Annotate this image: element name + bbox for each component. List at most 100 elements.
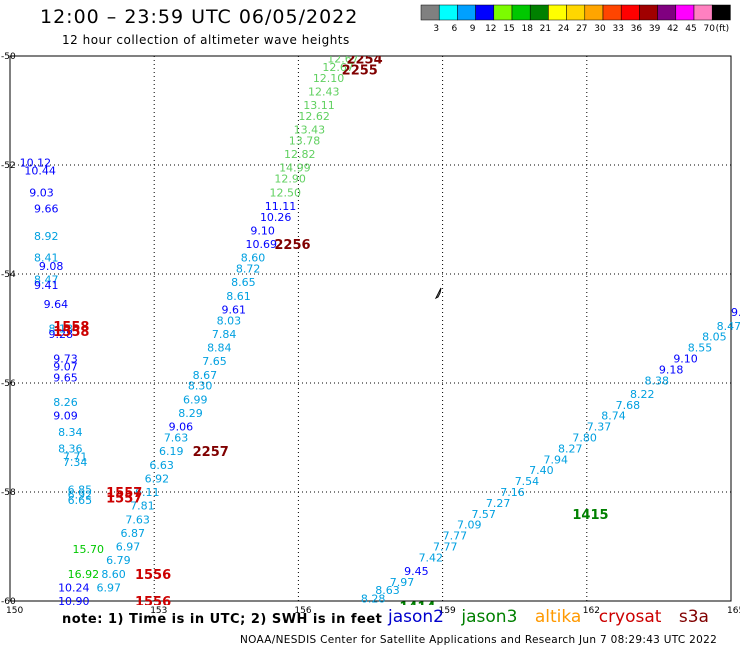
wave-height-value: 12.62 (298, 110, 330, 123)
y-tick-label: -56 (1, 379, 16, 389)
wave-height-value: 7.63 (164, 432, 189, 445)
wave-height-value: 9.10 (250, 224, 274, 237)
wave-height-value: 12.43 (308, 85, 340, 98)
mission-s3a: s3a (678, 607, 709, 627)
wave-height-value: 8.03 (217, 314, 242, 327)
legend-swatch (675, 4, 695, 21)
pass-time-label: 1558 (53, 325, 89, 340)
legend-swatch (711, 4, 731, 21)
wave-height-value: 8.92 (34, 230, 59, 243)
mission-legend: jason2 jason3 altika cryosat s3a (388, 607, 721, 627)
pass-time-label: 1557 (106, 491, 142, 506)
wave-height-value: 9.03 (29, 186, 54, 199)
legend-bin-label: 9 (470, 24, 476, 34)
wave-height-value: 8.41 (34, 252, 59, 265)
wave-height-value: 8.22 (630, 388, 655, 401)
wave-height-value: 6.65 (68, 494, 93, 507)
legend-swatch (438, 4, 458, 21)
x-tick-label: 165 (727, 606, 740, 616)
wave-height-value: 8.67 (193, 369, 218, 382)
wave-height-value: 12.67 (322, 61, 354, 74)
legend-bin-label: 33 (612, 24, 623, 34)
legend-swatch (493, 4, 513, 21)
legend-bin-label: 6 (452, 24, 458, 34)
wave-height-value: 7.77 (433, 541, 458, 554)
wave-height-value: 8.55 (688, 342, 713, 355)
legend-swatch (566, 4, 586, 21)
wave-height-value: 7.94 (544, 453, 569, 466)
wave-height-value: 6.87 (121, 527, 146, 540)
wave-height-value: 8.28 (361, 592, 386, 605)
wave-height-value: 8.61 (226, 290, 251, 303)
wave-height-value: 9.18 (659, 363, 684, 376)
pass-time-label: 1415 (572, 508, 608, 523)
wave-height-value: 15.70 (72, 543, 104, 556)
wave-height-value: 9.26 (731, 306, 740, 319)
legend-bin-label: 30 (594, 24, 606, 34)
y-tick-label: -54 (1, 270, 16, 280)
y-tick-label: -52 (1, 161, 16, 171)
wave-height-value: 8.36 (58, 442, 83, 455)
x-tick-label: 150 (6, 606, 23, 616)
wave-height-value: 6.92 (68, 489, 93, 502)
wave-height-value: 12.90 (274, 173, 306, 186)
legend-swatch (620, 4, 640, 21)
wave-height-value: 7.63 (125, 513, 150, 526)
wave-height-value: 9.07 (53, 361, 77, 374)
legend-swatch (420, 4, 440, 21)
page-title: 12:00 – 23:59 UTC 06/05/2022 (40, 6, 359, 28)
wave-height-value: 9.73 (53, 352, 77, 365)
legend-bin-label: 45 (685, 24, 696, 34)
wave-height-value: 8.26 (53, 396, 77, 409)
legend-swatch (602, 4, 622, 21)
wave-height-value: 7.54 (515, 475, 540, 488)
wave-height-value: 7.09 (457, 519, 482, 532)
wave-height-value: 9.28 (48, 328, 73, 341)
wave-height-value: 8.38 (644, 374, 669, 387)
wave-height-value: 9.65 (53, 372, 77, 385)
wave-height-value: 8.29 (178, 407, 203, 420)
wave-height-value: 7.57 (471, 508, 496, 521)
wave-height-value: 7.84 (212, 328, 237, 341)
wave-height-value: 12.10 (313, 72, 345, 85)
wave-height-value: 14.99 (279, 162, 311, 175)
legend-bin-label: 24 (558, 24, 570, 34)
wave-height-value: 8.18 (48, 323, 73, 336)
legend-bin-label: 27 (576, 24, 587, 34)
wave-height-value: 6.63 (149, 459, 174, 472)
plot-frame (9, 55, 732, 602)
pass-time-label: 1558 (53, 320, 89, 335)
y-tick-label: -60 (1, 597, 16, 607)
legend-swatch (657, 4, 677, 21)
footer-credit: NOAA/NESDIS Center for Satellite Applica… (240, 634, 718, 646)
wave-height-value: 8.27 (558, 442, 583, 455)
legend-bin-label: 12 (485, 24, 496, 34)
x-tick-label: 156 (294, 606, 311, 616)
legend-bin-label: 36 (631, 24, 643, 34)
wave-height-value: 13.11 (303, 99, 335, 112)
wave-height-value: 6.11 (135, 486, 160, 499)
legend-swatch (639, 4, 658, 21)
wave-height-value: 6.85 (68, 483, 93, 496)
legend-swatch (529, 4, 549, 21)
wave-height-value: 11.11 (265, 200, 297, 213)
wave-height-value: 7.40 (529, 464, 554, 477)
wave-height-value: 9.66 (34, 203, 59, 216)
wave-height-value: 7.42 (419, 551, 444, 564)
pass-time-label: 2256 (274, 238, 310, 253)
pass-time-label: 2257 (193, 445, 229, 460)
legend-bin-label: 15 (503, 24, 514, 34)
legend-bin-label: 18 (521, 24, 533, 34)
legend-swatch (584, 4, 604, 21)
legend-swatch (475, 4, 495, 21)
wave-height-value: 12.50 (270, 186, 302, 199)
wave-height-value: 9.61 (221, 303, 246, 316)
plot-area: 12.6712.6712.1012.4313.1112.6213.4313.78… (20, 56, 740, 605)
y-tick-label: -50 (1, 52, 16, 62)
wave-height-value: 7.97 (390, 576, 415, 589)
wave-height-value: 6.99 (183, 393, 208, 406)
wave-height-value: 6.97 (97, 581, 122, 594)
mission-altika: altika (534, 607, 582, 627)
wave-height-value: 7.80 (572, 432, 597, 445)
